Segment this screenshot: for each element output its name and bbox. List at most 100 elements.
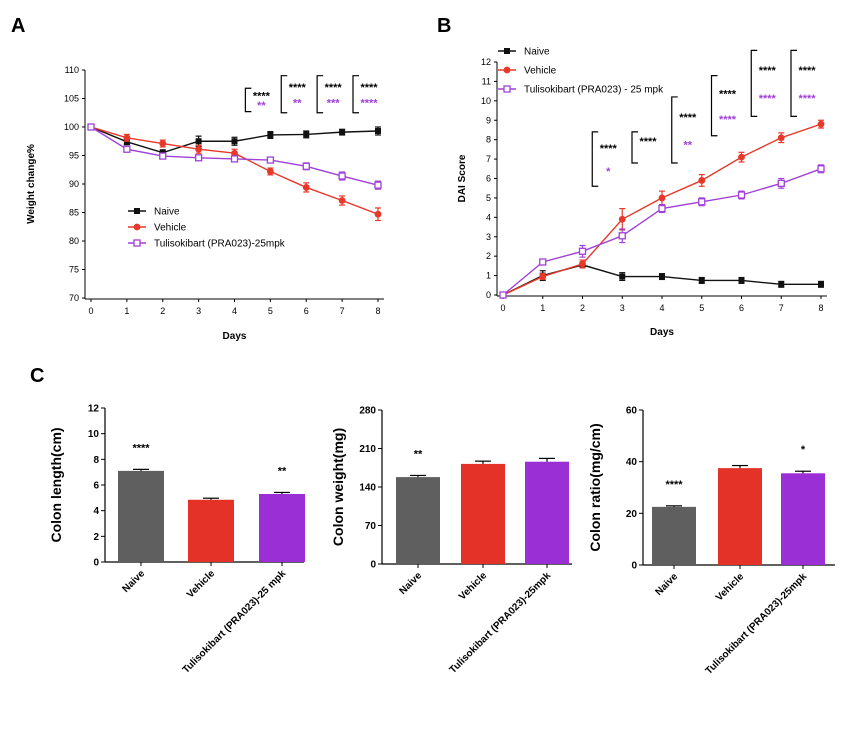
bar-tulisokibart	[525, 461, 569, 564]
significance-vehicle: ****	[759, 65, 777, 77]
data-point-vehicle	[302, 184, 310, 191]
significance-tulisokibart: **	[293, 97, 302, 109]
y-tick-label: 95	[69, 151, 79, 161]
bar-vehicle	[461, 463, 505, 564]
y-axis-label: Colon weight(mg)	[330, 428, 346, 546]
bar-tulisokibart	[259, 493, 305, 562]
chart-c-colon-weight: 0 70 140 210 280 Colon weight(mg) ** Naive Vehic…	[330, 406, 572, 676]
data-point-naive	[698, 277, 705, 284]
significance-bracket	[316, 75, 324, 114]
data-point-vehicle	[159, 140, 167, 147]
y-tick-label: 80	[69, 236, 79, 246]
category-label: Vehicle	[457, 570, 489, 602]
data-point-tulisokibart	[618, 232, 626, 240]
significance-vehicle: ****	[289, 82, 307, 94]
x-tick-label: 6	[739, 303, 744, 313]
y-tick-label: 40	[626, 457, 638, 468]
y-tick-label: 4	[93, 506, 99, 517]
bar-tulisokibart	[781, 473, 825, 565]
significance-vehicle: ****	[360, 82, 378, 94]
data-point-vehicle	[817, 120, 825, 128]
y-tick-label: 5	[486, 193, 491, 203]
x-tick-label: 7	[779, 303, 784, 313]
bar-naive	[396, 477, 440, 564]
y-tick-label: 6	[93, 481, 99, 492]
x-axis-label: Days	[650, 327, 674, 338]
legend-marker-vehicle	[133, 223, 141, 231]
x-axis-label: Days	[223, 331, 247, 342]
y-tick-label: 110	[65, 65, 79, 75]
significance-vehicle: ****	[639, 136, 657, 148]
y-tick-label: 7	[486, 154, 491, 164]
x-tick-label: 2	[160, 306, 165, 316]
bar-vehicle	[718, 468, 762, 565]
x-tick-label: 4	[659, 303, 664, 313]
y-tick-label: 12	[481, 57, 491, 67]
y-tick-label: 280	[359, 406, 376, 417]
y-tick-label: 6	[486, 174, 491, 184]
y-tick-label: 12	[88, 404, 100, 415]
y-tick-label: 11	[482, 76, 491, 86]
significance-tulisokibart: **	[683, 139, 692, 151]
data-point-vehicle	[195, 145, 203, 153]
y-axis-label: Colon length(cm)	[48, 427, 64, 542]
x-tick-label: 4	[232, 306, 237, 316]
y-tick-label: 140	[359, 483, 376, 494]
chart-c-colon-ratio: 0 20 40 60 Colon ratio(mg/cm) **** Naive Vehicl…	[587, 406, 835, 677]
significance-star: ****	[665, 479, 683, 491]
x-tick-label: 5	[699, 303, 704, 313]
x-tick-label: 5	[268, 306, 273, 316]
y-axis-label: Weight change%	[26, 144, 37, 224]
data-point-naive	[267, 131, 274, 138]
y-tick-label: 70	[365, 521, 377, 532]
y-tick-label: 3	[486, 232, 491, 242]
y-tick-label: 70	[69, 293, 79, 303]
legend-marker-vehicle	[503, 66, 511, 74]
data-point-vehicle	[618, 215, 626, 223]
y-tick-label: 210	[359, 444, 376, 455]
data-point-tulisokibart	[266, 156, 275, 164]
category-label: Tulisokibart (PRA023)-25mpk	[448, 570, 554, 676]
x-tick-label: 8	[375, 306, 380, 316]
data-point-naive	[818, 281, 824, 288]
category-label: Naive	[397, 570, 424, 597]
data-point-vehicle	[231, 149, 238, 157]
data-point-naive	[778, 281, 785, 288]
data-point-vehicle	[266, 168, 274, 175]
data-point-vehicle	[374, 210, 382, 218]
legend-marker-naive	[504, 48, 510, 54]
category-label: Vehicle	[714, 571, 746, 603]
significance-star: **	[278, 465, 287, 477]
data-point-naive	[231, 138, 238, 145]
significance-tulisokibart: ****	[798, 93, 816, 105]
data-point-tulisokibart	[539, 258, 547, 266]
y-tick-label: 10	[481, 96, 491, 106]
data-point-tulisokibart	[658, 204, 666, 213]
significance-tulisokibart: ****	[360, 97, 378, 109]
y-tick-label: 1	[486, 271, 491, 281]
significance-vehicle: ****	[253, 90, 271, 102]
y-tick-label: 75	[69, 265, 79, 275]
data-point-vehicle	[777, 134, 785, 142]
bar-naive	[652, 506, 696, 565]
significance-bracket	[631, 131, 638, 164]
significance-bracket	[790, 49, 797, 117]
bar-vehicle	[188, 499, 234, 562]
legend-label-naive: Naive	[154, 207, 180, 218]
y-tick-label: 10	[88, 429, 100, 440]
x-tick-label: 3	[620, 303, 625, 313]
significance-vehicle: ****	[600, 143, 618, 155]
bar-naive	[118, 470, 164, 562]
y-tick-label: 2	[486, 251, 491, 261]
data-point-tulisokibart	[578, 247, 587, 255]
data-point-vehicle	[698, 177, 706, 184]
legend-label-tulisokibart: Tulisokibart (PRA023) - 25 mpk	[524, 85, 664, 96]
data-point-naive	[303, 131, 310, 138]
data-point-tulisokibart	[302, 162, 310, 170]
chart-c-colon-length: 0 2 4 6 8 10 12 Colon length(cm) **** Naive Vehicl…	[48, 404, 305, 676]
significance-bracket	[352, 75, 359, 114]
legend-label-tulisokibart: Tulisokibart (PRA023)-25mpk	[154, 239, 286, 250]
x-tick-label: 6	[304, 306, 309, 316]
data-point-vehicle	[738, 153, 745, 161]
data-point-vehicle	[123, 134, 131, 142]
